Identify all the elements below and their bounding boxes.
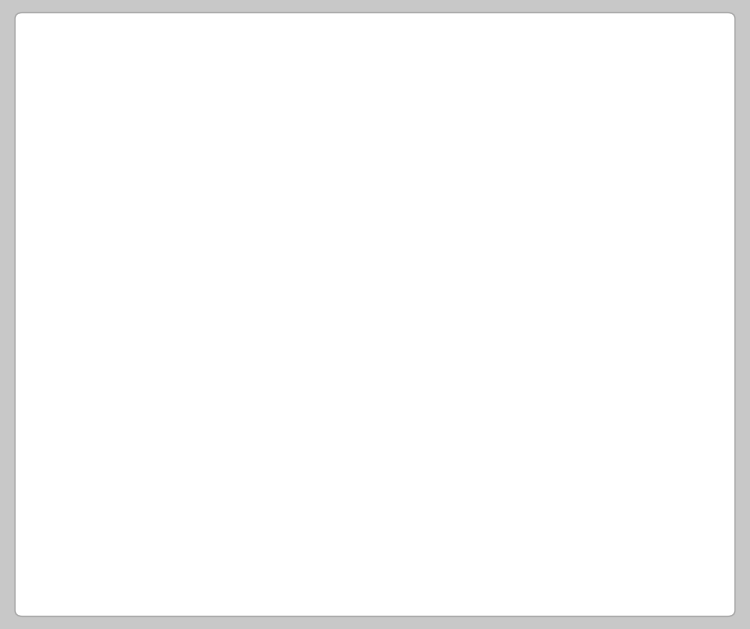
Text: $8\left(1+\dfrac{\pi}{2}\right)^{2}$: $8\left(1+\dfrac{\pi}{2}\right)^{2}$ bbox=[134, 281, 226, 317]
Text: $16$: $16$ bbox=[170, 155, 197, 175]
Text: $dx$: $dx$ bbox=[319, 181, 343, 198]
Text: divergent.: divergent. bbox=[60, 101, 166, 119]
Text: $\int_{1}^{\infty}$: $\int_{1}^{\infty}$ bbox=[98, 162, 142, 221]
Text: Evaluate the improper integral or state that it is: Evaluate the improper integral or state … bbox=[60, 57, 568, 75]
Text: $(1+x^2)\tan^{-1}x$: $(1+x^2)\tan^{-1}x$ bbox=[118, 204, 250, 227]
Text: $16\,\ln\!\left(1+\dfrac{\pi}{2}\right)$: $16\,\ln\!\left(1+\dfrac{\pi}{2}\right)$ bbox=[134, 365, 250, 402]
Text: $16\ln\dfrac{\pi}{2}$: $16\ln\dfrac{\pi}{2}$ bbox=[134, 517, 194, 552]
Text: $16\ln 2$: $16\ln 2$ bbox=[134, 453, 192, 472]
